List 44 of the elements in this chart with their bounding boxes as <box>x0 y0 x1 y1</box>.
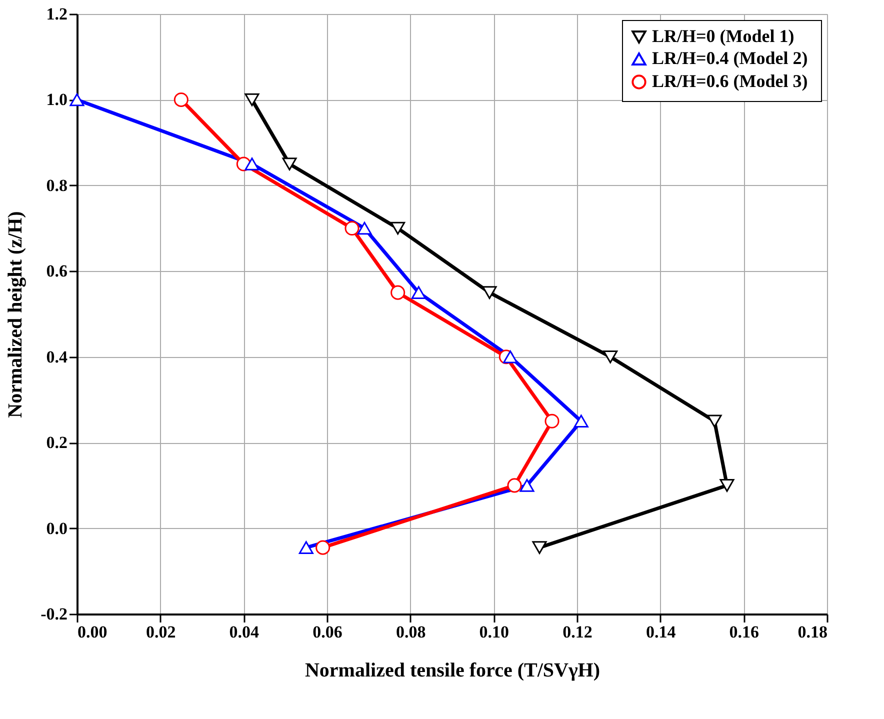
y-tick-label: -0.2 <box>40 604 68 624</box>
point <box>720 479 734 492</box>
y-tick-label: 0.8 <box>46 176 68 195</box>
x-tick-label: 0.06 <box>312 622 342 642</box>
point <box>357 222 372 235</box>
x-tick-label: 0.02 <box>146 622 176 642</box>
point <box>344 221 360 236</box>
point <box>707 414 722 428</box>
y-axis-title: Normalized height (z/H) <box>4 211 27 418</box>
x-tick-label: 0.04 <box>229 622 260 642</box>
point <box>298 541 314 554</box>
point <box>544 414 560 428</box>
x-tick-label: 0.10 <box>479 622 510 642</box>
x-tick-label: 0.18 <box>798 622 828 642</box>
y-tick-label: 0.4 <box>46 347 68 366</box>
y-tick-label: 0.2 <box>46 433 68 452</box>
point <box>244 93 260 106</box>
x-tick-label: 0.12 <box>562 622 592 642</box>
y-tick-label: 1.2 <box>46 4 68 24</box>
x-axis-title: Normalized tensile force (T/SVγH) <box>304 660 600 682</box>
point <box>244 158 260 170</box>
legend-label: LR/H=0 (Model 1) <box>652 26 794 46</box>
point <box>316 540 330 555</box>
x-tick-label: 0.00 <box>78 622 108 642</box>
point <box>520 479 534 492</box>
point <box>390 285 406 300</box>
point <box>503 350 518 364</box>
point <box>482 286 497 299</box>
point <box>574 414 588 428</box>
point <box>507 478 522 493</box>
x-tick-label: 0.08 <box>396 622 426 642</box>
y-tick-label: 0.6 <box>46 262 68 281</box>
y-tick-label: 1.0 <box>46 90 68 110</box>
y-tick-label: 0.0 <box>46 518 68 538</box>
point <box>411 286 426 299</box>
point <box>390 222 406 235</box>
x-tick-label: 0.16 <box>729 622 760 642</box>
point <box>603 350 618 364</box>
point <box>532 541 547 554</box>
x-tick-label: 0.14 <box>646 622 676 642</box>
point <box>174 92 188 107</box>
legend-label: LR/H=0.4 (Model 2) <box>652 48 808 68</box>
point <box>282 158 297 170</box>
legend-label: LR/H=0.6 (Model 3) <box>652 71 808 91</box>
